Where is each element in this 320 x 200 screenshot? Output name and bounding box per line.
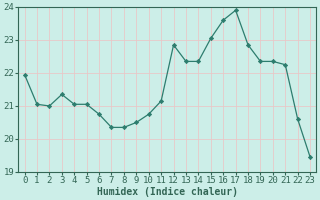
X-axis label: Humidex (Indice chaleur): Humidex (Indice chaleur) xyxy=(97,186,238,197)
